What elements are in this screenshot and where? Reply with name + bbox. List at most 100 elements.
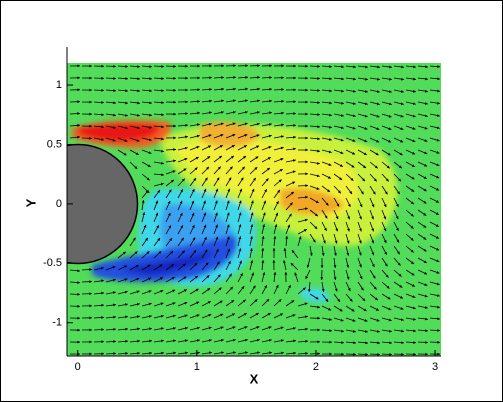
vector-head: [278, 299, 282, 303]
vector-head: [238, 224, 242, 228]
vector-head: [305, 315, 308, 319]
vector-head: [232, 338, 236, 342]
vector-head: [238, 236, 242, 240]
vector-head: [191, 212, 195, 216]
vector-head: [293, 88, 296, 92]
vector-head: [305, 339, 308, 343]
vector-head: [293, 124, 296, 127]
vector-head: [315, 296, 319, 300]
vector-head: [328, 318, 332, 321]
vector-head: [101, 340, 104, 344]
vector-head: [397, 191, 400, 195]
vector-head: [317, 316, 320, 320]
vector-head: [214, 200, 218, 204]
vector-head: [113, 101, 116, 105]
vector-head: [284, 272, 288, 275]
vector-head: [359, 204, 363, 208]
vector-head: [101, 113, 104, 117]
vector-head: [412, 139, 416, 143]
vector-head: [257, 99, 260, 103]
vector-head: [184, 157, 188, 161]
vector-head: [194, 167, 198, 171]
vector-head: [287, 224, 291, 228]
vector-head: [257, 87, 260, 91]
vector-head: [226, 200, 230, 204]
vector-head: [288, 213, 292, 217]
vector-head: [388, 139, 392, 143]
vector-head: [375, 308, 379, 311]
vector-head: [410, 249, 414, 253]
vector-head: [329, 352, 332, 356]
vector-head: [173, 148, 176, 152]
vector-head: [269, 99, 272, 103]
vector-head: [206, 166, 209, 170]
vector-head: [136, 138, 140, 142]
vector-head: [137, 351, 140, 355]
vector-head: [388, 102, 392, 106]
vector-head: [228, 273, 232, 277]
vector-head: [193, 250, 197, 254]
vector-head: [389, 329, 392, 333]
vector-head: [233, 64, 236, 68]
vector-head: [173, 339, 176, 343]
vector-head: [396, 227, 399, 231]
vector-head: [411, 189, 415, 192]
vector-head: [77, 328, 80, 332]
vector-head: [423, 176, 427, 179]
vector-head: [77, 269, 80, 273]
vector-head: [209, 87, 212, 91]
vector-head: [231, 145, 235, 148]
vector-head: [334, 252, 337, 256]
vector-head: [400, 102, 404, 106]
vector-head: [161, 351, 164, 355]
vector-head: [321, 253, 325, 256]
vector-head: [161, 113, 164, 117]
vector-head: [256, 111, 260, 114]
vector-head: [341, 65, 344, 69]
vector-head: [173, 64, 176, 68]
vector-head: [256, 134, 260, 138]
vector-head: [149, 65, 152, 68]
vector-head: [305, 184, 308, 188]
vector-head: [264, 285, 267, 289]
vector-head: [312, 239, 316, 243]
vector-head: [161, 161, 164, 165]
vector-head: [329, 65, 332, 69]
vector-head: [179, 212, 183, 216]
vector-head: [194, 263, 198, 266]
vector-head: [216, 177, 220, 181]
vector-head: [353, 77, 356, 81]
vector-head: [242, 299, 246, 303]
vector-head: [388, 127, 392, 130]
vector-head: [290, 191, 294, 195]
vector-head: [124, 126, 128, 130]
vector-head: [155, 200, 159, 204]
vector-head: [243, 156, 247, 159]
vector-head: [100, 138, 104, 141]
vector-head: [399, 284, 403, 288]
vector-head: [137, 327, 140, 331]
vector-head: [436, 271, 440, 274]
vector-head: [362, 298, 366, 301]
vector-head: [113, 303, 116, 307]
vector-head: [425, 77, 428, 81]
vector-head: [145, 190, 149, 194]
vector-head: [125, 339, 128, 343]
vector-head: [262, 224, 266, 228]
vector-head: [207, 156, 211, 159]
vector-head: [288, 285, 291, 289]
vector-head: [204, 177, 208, 181]
vector-head: [134, 166, 138, 169]
vector-head: [437, 89, 440, 93]
vector-head: [245, 99, 248, 103]
vector-head: [245, 87, 248, 91]
vector-head: [340, 126, 344, 130]
vector-head: [89, 136, 92, 140]
vector-head: [328, 138, 332, 141]
vector-head: [217, 166, 221, 170]
vector-head: [89, 76, 92, 80]
vector-head: [196, 339, 200, 342]
vector-head: [112, 278, 116, 282]
vector-head: [125, 327, 128, 331]
vector-head: [309, 252, 313, 256]
